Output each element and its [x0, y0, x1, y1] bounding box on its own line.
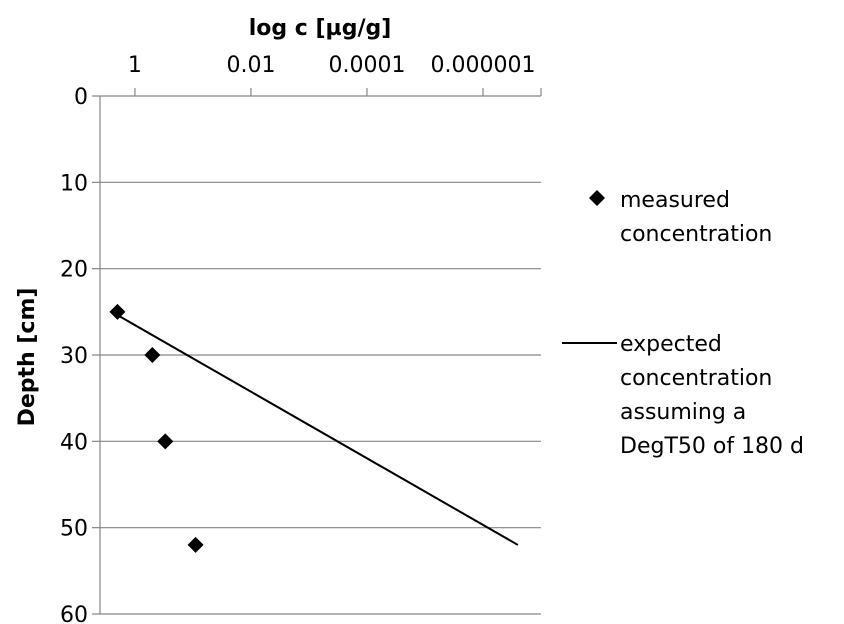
axes	[99, 88, 542, 615]
legend-label-measured-line-2: concentration	[620, 222, 772, 247]
x-axis-ticks: 1 0.01 0.0001 0.000001	[128, 53, 535, 96]
expected-concentration-line	[111, 310, 519, 546]
y-axis-ticks: 0 10 20 30 40 50 60	[60, 85, 100, 624]
legend-label-expected-line-1: expected	[620, 332, 722, 357]
y-tick-label: 0	[74, 85, 88, 110]
legend-label-expected-line-3: assuming a	[620, 400, 746, 425]
x-axis-title: log c [µg/g]	[249, 16, 392, 41]
y-tick-label: 50	[60, 517, 88, 542]
x-tick-label: 0.000001	[430, 53, 535, 78]
measured-concentration-series	[109, 303, 204, 553]
measured-point	[144, 347, 161, 363]
legend-label-expected-line-2: concentration	[620, 366, 772, 391]
y-tick-label: 60	[60, 603, 88, 624]
y-axis-title: Depth [cm]	[15, 288, 40, 427]
legend-entry-measured: measured concentration	[589, 188, 772, 247]
gridlines	[100, 181, 541, 529]
y-tick-label: 10	[60, 171, 88, 196]
legend-label-measured-line-1: measured	[620, 188, 730, 213]
x-tick-label: 0.0001	[328, 53, 405, 78]
legend-label-expected-line-4: DegT50 of 180 d	[620, 434, 804, 459]
x-tick-label: 1	[128, 53, 142, 78]
measured-point	[109, 303, 126, 320]
expected-concentration-series	[111, 310, 519, 546]
y-tick-label: 40	[60, 430, 88, 455]
measured-point	[187, 536, 204, 553]
legend-entry-expected: expected concentration assuming a DegT50…	[562, 332, 804, 459]
legend-diamond-marker	[589, 190, 605, 206]
y-tick-label: 30	[60, 344, 88, 369]
legend: measured concentration expected concentr…	[562, 188, 804, 459]
measured-point	[157, 433, 174, 450]
x-tick-label: 0.01	[226, 53, 275, 78]
y-tick-label: 20	[60, 258, 88, 283]
